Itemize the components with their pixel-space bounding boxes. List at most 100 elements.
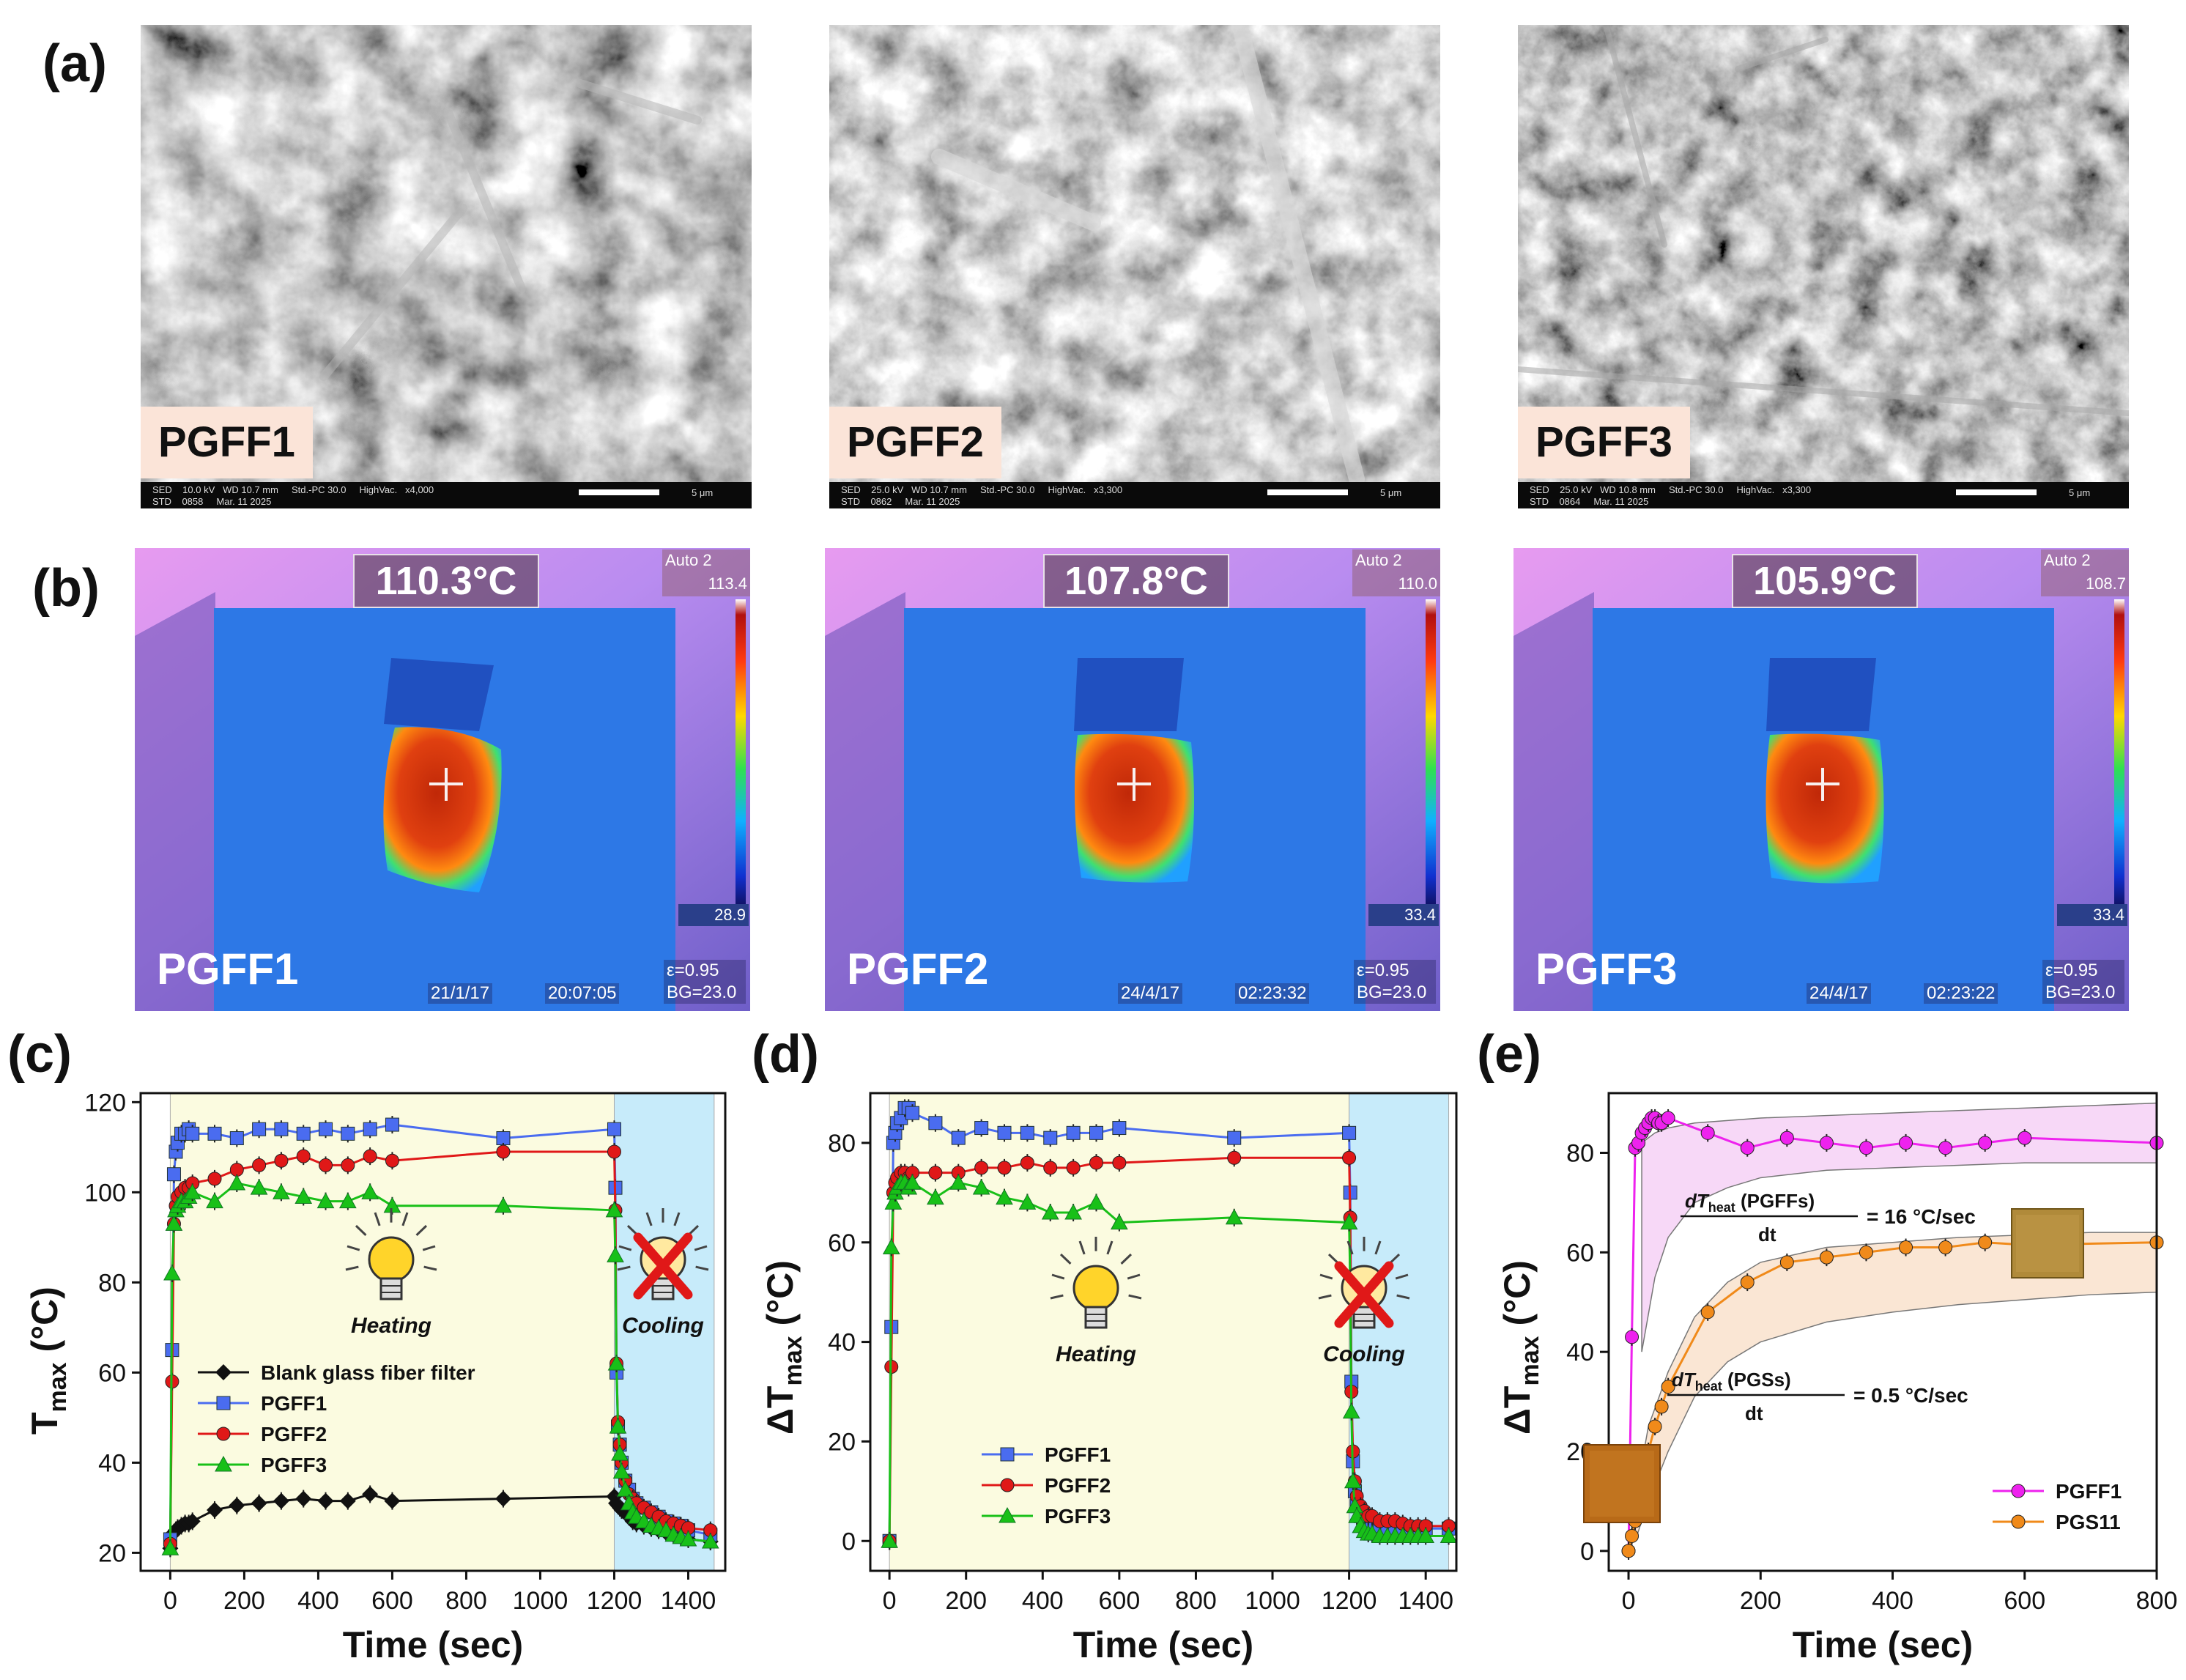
bulb-ray — [617, 1265, 631, 1271]
bulb-glass — [1072, 1265, 1119, 1311]
pgff-rate-annotation: dTheat (PGFFs) dt = 16 °C/sec — [1681, 1190, 1976, 1246]
data-point — [1779, 1131, 1794, 1145]
data-point — [1018, 1194, 1037, 1210]
data-point — [184, 1513, 201, 1530]
x-tick-label: 1400 — [1398, 1587, 1453, 1615]
region-heating — [889, 1092, 1350, 1572]
scale-bar — [579, 489, 659, 495]
sem-info-line1: SED 25.0 kV WD 10.7 mm Std.-PC 30.0 High… — [841, 484, 1123, 495]
heating-bulb-icon — [1050, 1237, 1142, 1329]
x-axis-label: Time (sec) — [343, 1624, 523, 1665]
data-point — [928, 1166, 943, 1180]
scale-max-box: Auto 2 110.0 — [1352, 549, 1440, 596]
sem-sample-label: PGFF3 — [1518, 407, 1690, 478]
x-tick-label: 1000 — [1245, 1587, 1300, 1615]
x-tick-label: 400 — [1022, 1587, 1064, 1615]
rate-numerator-extra: (PGFFs) — [1735, 1190, 1815, 1212]
data-point — [363, 1122, 377, 1136]
data-point — [362, 1486, 379, 1503]
data-point — [1111, 1213, 1128, 1230]
data-point — [1020, 1155, 1034, 1170]
data-point — [339, 1492, 356, 1509]
cross-line — [1334, 1261, 1394, 1328]
sem-info-bar: SED 25.0 kV WD 10.8 mm Std.-PC 30.0 High… — [1518, 482, 2129, 508]
rate-value: = 0.5 °C/sec — [1853, 1384, 1968, 1407]
data-point — [341, 1126, 355, 1141]
bulb-ray — [345, 1265, 359, 1271]
bulb-ray — [695, 1265, 709, 1271]
cross-line — [633, 1232, 693, 1300]
scale-max-value: 108.7 — [2085, 574, 2126, 593]
x-tick-label: 0 — [163, 1587, 177, 1615]
data-point — [496, 1144, 511, 1159]
x-tick-label: 1400 — [661, 1587, 716, 1615]
scale-bar-text: 5 μm — [692, 487, 714, 498]
thermal-image-pgff1: 110.3°C Auto 2 113.4 28.9 PGFF1 21/1/17 … — [135, 548, 750, 1011]
data-point — [1225, 1208, 1243, 1225]
region-heating — [169, 1092, 615, 1572]
y-axis-label-unit: (°C) — [24, 1287, 65, 1362]
sem-sample-label: PGFF1 — [141, 407, 313, 478]
pgff-sample-photo-sheen — [2016, 1215, 2079, 1272]
data-point — [1066, 1125, 1081, 1140]
sem-micrograph — [141, 25, 752, 482]
max-temperature-readout: 105.9°C — [1732, 554, 1918, 608]
y-axis-label-unit: (°C) — [760, 1260, 801, 1336]
sem-info-line2: STD 0862 Mar. 11 2025 — [841, 496, 960, 507]
data-point — [1043, 1161, 1058, 1175]
data-point — [1661, 1380, 1675, 1394]
plot-frame — [1607, 1092, 2158, 1572]
legend-marker — [998, 1506, 1016, 1523]
data-point — [294, 1188, 313, 1204]
data-point — [1899, 1136, 1913, 1150]
data-point — [251, 1495, 267, 1511]
data-point — [296, 1149, 311, 1163]
plot-frame — [139, 1092, 727, 1572]
scale-max-value: 113.4 — [708, 574, 747, 593]
data-point — [1819, 1136, 1834, 1150]
data-point — [1700, 1305, 1715, 1320]
y-tick-label: 60 — [98, 1359, 126, 1387]
data-point — [1089, 1155, 1103, 1170]
bulb-base — [1352, 1306, 1376, 1329]
auto-mode-label: Auto 2 — [2044, 551, 2091, 569]
y-tick-label: 100 — [84, 1179, 126, 1207]
x-axis-label: Time (sec) — [1073, 1624, 1253, 1665]
y-tick-label: 80 — [828, 1130, 856, 1158]
x-tick-label: 200 — [945, 1587, 987, 1615]
sem-info-bar: SED 10.0 kV WD 10.7 mm Std.-PC 30.0 High… — [141, 482, 752, 508]
bulb-ray — [1374, 1240, 1382, 1255]
legend-label: PGFF3 — [261, 1454, 327, 1476]
data-point — [250, 1179, 268, 1195]
data-point — [1740, 1141, 1755, 1155]
data-point — [229, 1131, 244, 1146]
thermal-scene — [1513, 548, 2129, 1011]
cooling-bulb-icon — [617, 1208, 709, 1300]
rate-numerator: dTheat (PGSs) — [1672, 1369, 1791, 1394]
y-tick-label: 80 — [1566, 1140, 1594, 1168]
bulb-base — [379, 1277, 403, 1300]
data-point — [2018, 1131, 2032, 1145]
scale-bar-text: 5 μm — [1380, 487, 1402, 498]
bulb-base — [651, 1277, 675, 1300]
rate-denominator: dt — [1745, 1402, 1763, 1424]
bulb-ray — [673, 1212, 681, 1226]
pgs-rate-annotation: dTheat (PGSs) dt = 0.5 °C/sec — [1667, 1369, 1968, 1424]
x-tick-label: 0 — [1622, 1587, 1636, 1615]
data-point — [1938, 1240, 1953, 1255]
bulb-ray — [1346, 1240, 1354, 1255]
data-point — [1819, 1250, 1834, 1265]
auto-mode-label: Auto 2 — [1355, 551, 1402, 569]
heating-bulb-icon — [345, 1208, 437, 1300]
data-point — [207, 1172, 222, 1186]
bulb-ray — [1050, 1294, 1064, 1300]
plot-frame — [869, 1092, 1458, 1572]
data-point — [361, 1183, 379, 1199]
data-point — [1654, 1399, 1669, 1414]
legend: PGFF1 PGFF2 PGFF3 — [982, 1443, 1111, 1528]
data-point — [611, 1445, 629, 1461]
scale-min-value: 28.9 — [678, 904, 749, 926]
legend-marker — [1000, 1478, 1015, 1492]
thermal-sample-label: PGFF1 — [157, 944, 299, 993]
legend-label: PGFF1 — [1045, 1443, 1111, 1466]
